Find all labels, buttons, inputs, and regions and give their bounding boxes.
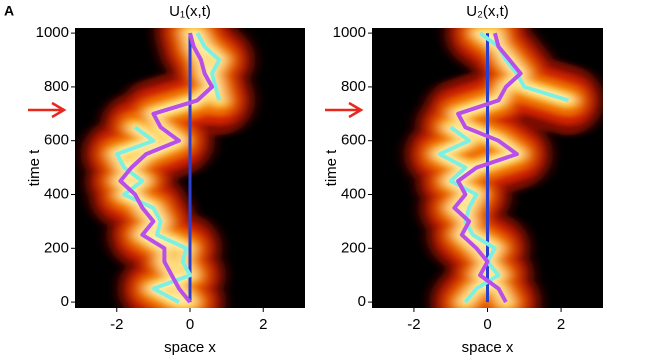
x-tick-label: -2 — [110, 316, 123, 333]
trace-line — [118, 32, 214, 304]
arrow — [28, 101, 67, 119]
chart-title: U₁(x,t) — [169, 3, 211, 20]
y-tick-label: 200 — [44, 239, 69, 256]
plot-area — [81, 28, 255, 308]
y-tick-label: 400 — [44, 185, 69, 202]
y-tick-label: 1000 — [333, 24, 366, 41]
chart-title: U₂(x,t) — [466, 3, 508, 20]
trace-line — [437, 31, 569, 304]
x-tick-label: -2 — [407, 316, 420, 333]
x-axis-label: space x — [462, 339, 514, 356]
y-tick-label: 1000 — [36, 24, 69, 41]
x-tick-label: 2 — [557, 316, 565, 333]
arrow — [325, 101, 364, 119]
x-tick-label: 0 — [483, 316, 491, 333]
y-tick-label: 0 — [61, 293, 69, 310]
trace-line — [114, 32, 222, 304]
y-tick-label: 0 — [358, 293, 366, 310]
x-axis-label: space x — [164, 339, 216, 356]
y-axis-label: time t — [26, 149, 43, 187]
x-tick-label: 2 — [259, 316, 267, 333]
y-tick-label: 600 — [44, 132, 69, 149]
trace-line — [452, 32, 523, 304]
y-tick-label: 400 — [341, 185, 366, 202]
y-tick-label: 200 — [341, 239, 366, 256]
plot-area — [404, 28, 603, 308]
y-axis-label: time t — [323, 149, 340, 187]
y-tick-label: 800 — [44, 78, 69, 95]
y-tick-label: 600 — [341, 132, 366, 149]
x-tick-label: 0 — [186, 316, 194, 333]
panel-label: A — [4, 3, 14, 19]
y-tick-label: 800 — [341, 78, 366, 95]
